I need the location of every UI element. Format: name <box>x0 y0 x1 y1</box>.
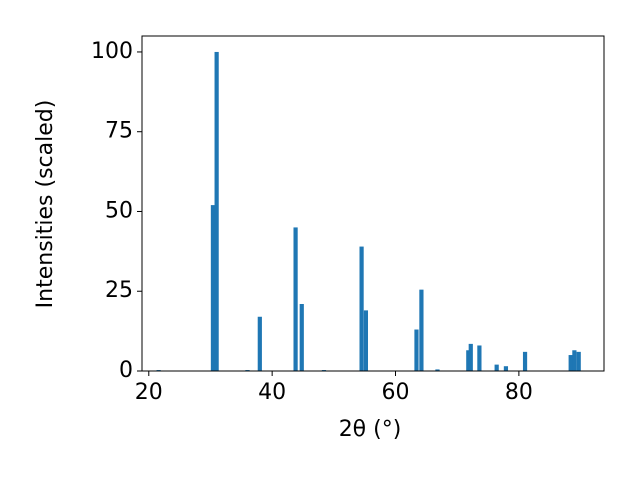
bar <box>293 227 298 371</box>
bar <box>419 289 424 371</box>
x-tick-label: 40 <box>258 380 286 405</box>
bar <box>414 329 419 371</box>
bar <box>522 351 528 371</box>
bar <box>210 205 216 371</box>
x-tick-label: 60 <box>382 380 410 405</box>
bar <box>257 316 262 371</box>
bar <box>359 246 364 371</box>
bar <box>568 355 573 371</box>
x-tick-label: 20 <box>135 380 163 405</box>
bar <box>494 364 499 371</box>
x-tick-label: 80 <box>505 380 533 405</box>
plot-frame <box>141 35 605 372</box>
y-tick-label: 0 <box>119 358 133 383</box>
x-axis-label: 2θ (°) <box>339 417 402 442</box>
bar <box>214 51 219 371</box>
bar <box>477 345 482 371</box>
bar <box>503 366 509 371</box>
bar <box>468 343 473 371</box>
y-tick-label: 75 <box>105 119 133 144</box>
y-tick-label: 100 <box>91 39 133 64</box>
bar <box>576 351 581 371</box>
bar <box>435 369 440 371</box>
bar <box>466 350 471 371</box>
bar <box>299 304 304 371</box>
bar <box>572 350 577 371</box>
y-tick-label: 25 <box>105 278 133 303</box>
y-tick-label: 50 <box>105 198 133 223</box>
bar <box>363 310 369 371</box>
y-axis-label: Intensities (scaled) <box>33 100 58 309</box>
